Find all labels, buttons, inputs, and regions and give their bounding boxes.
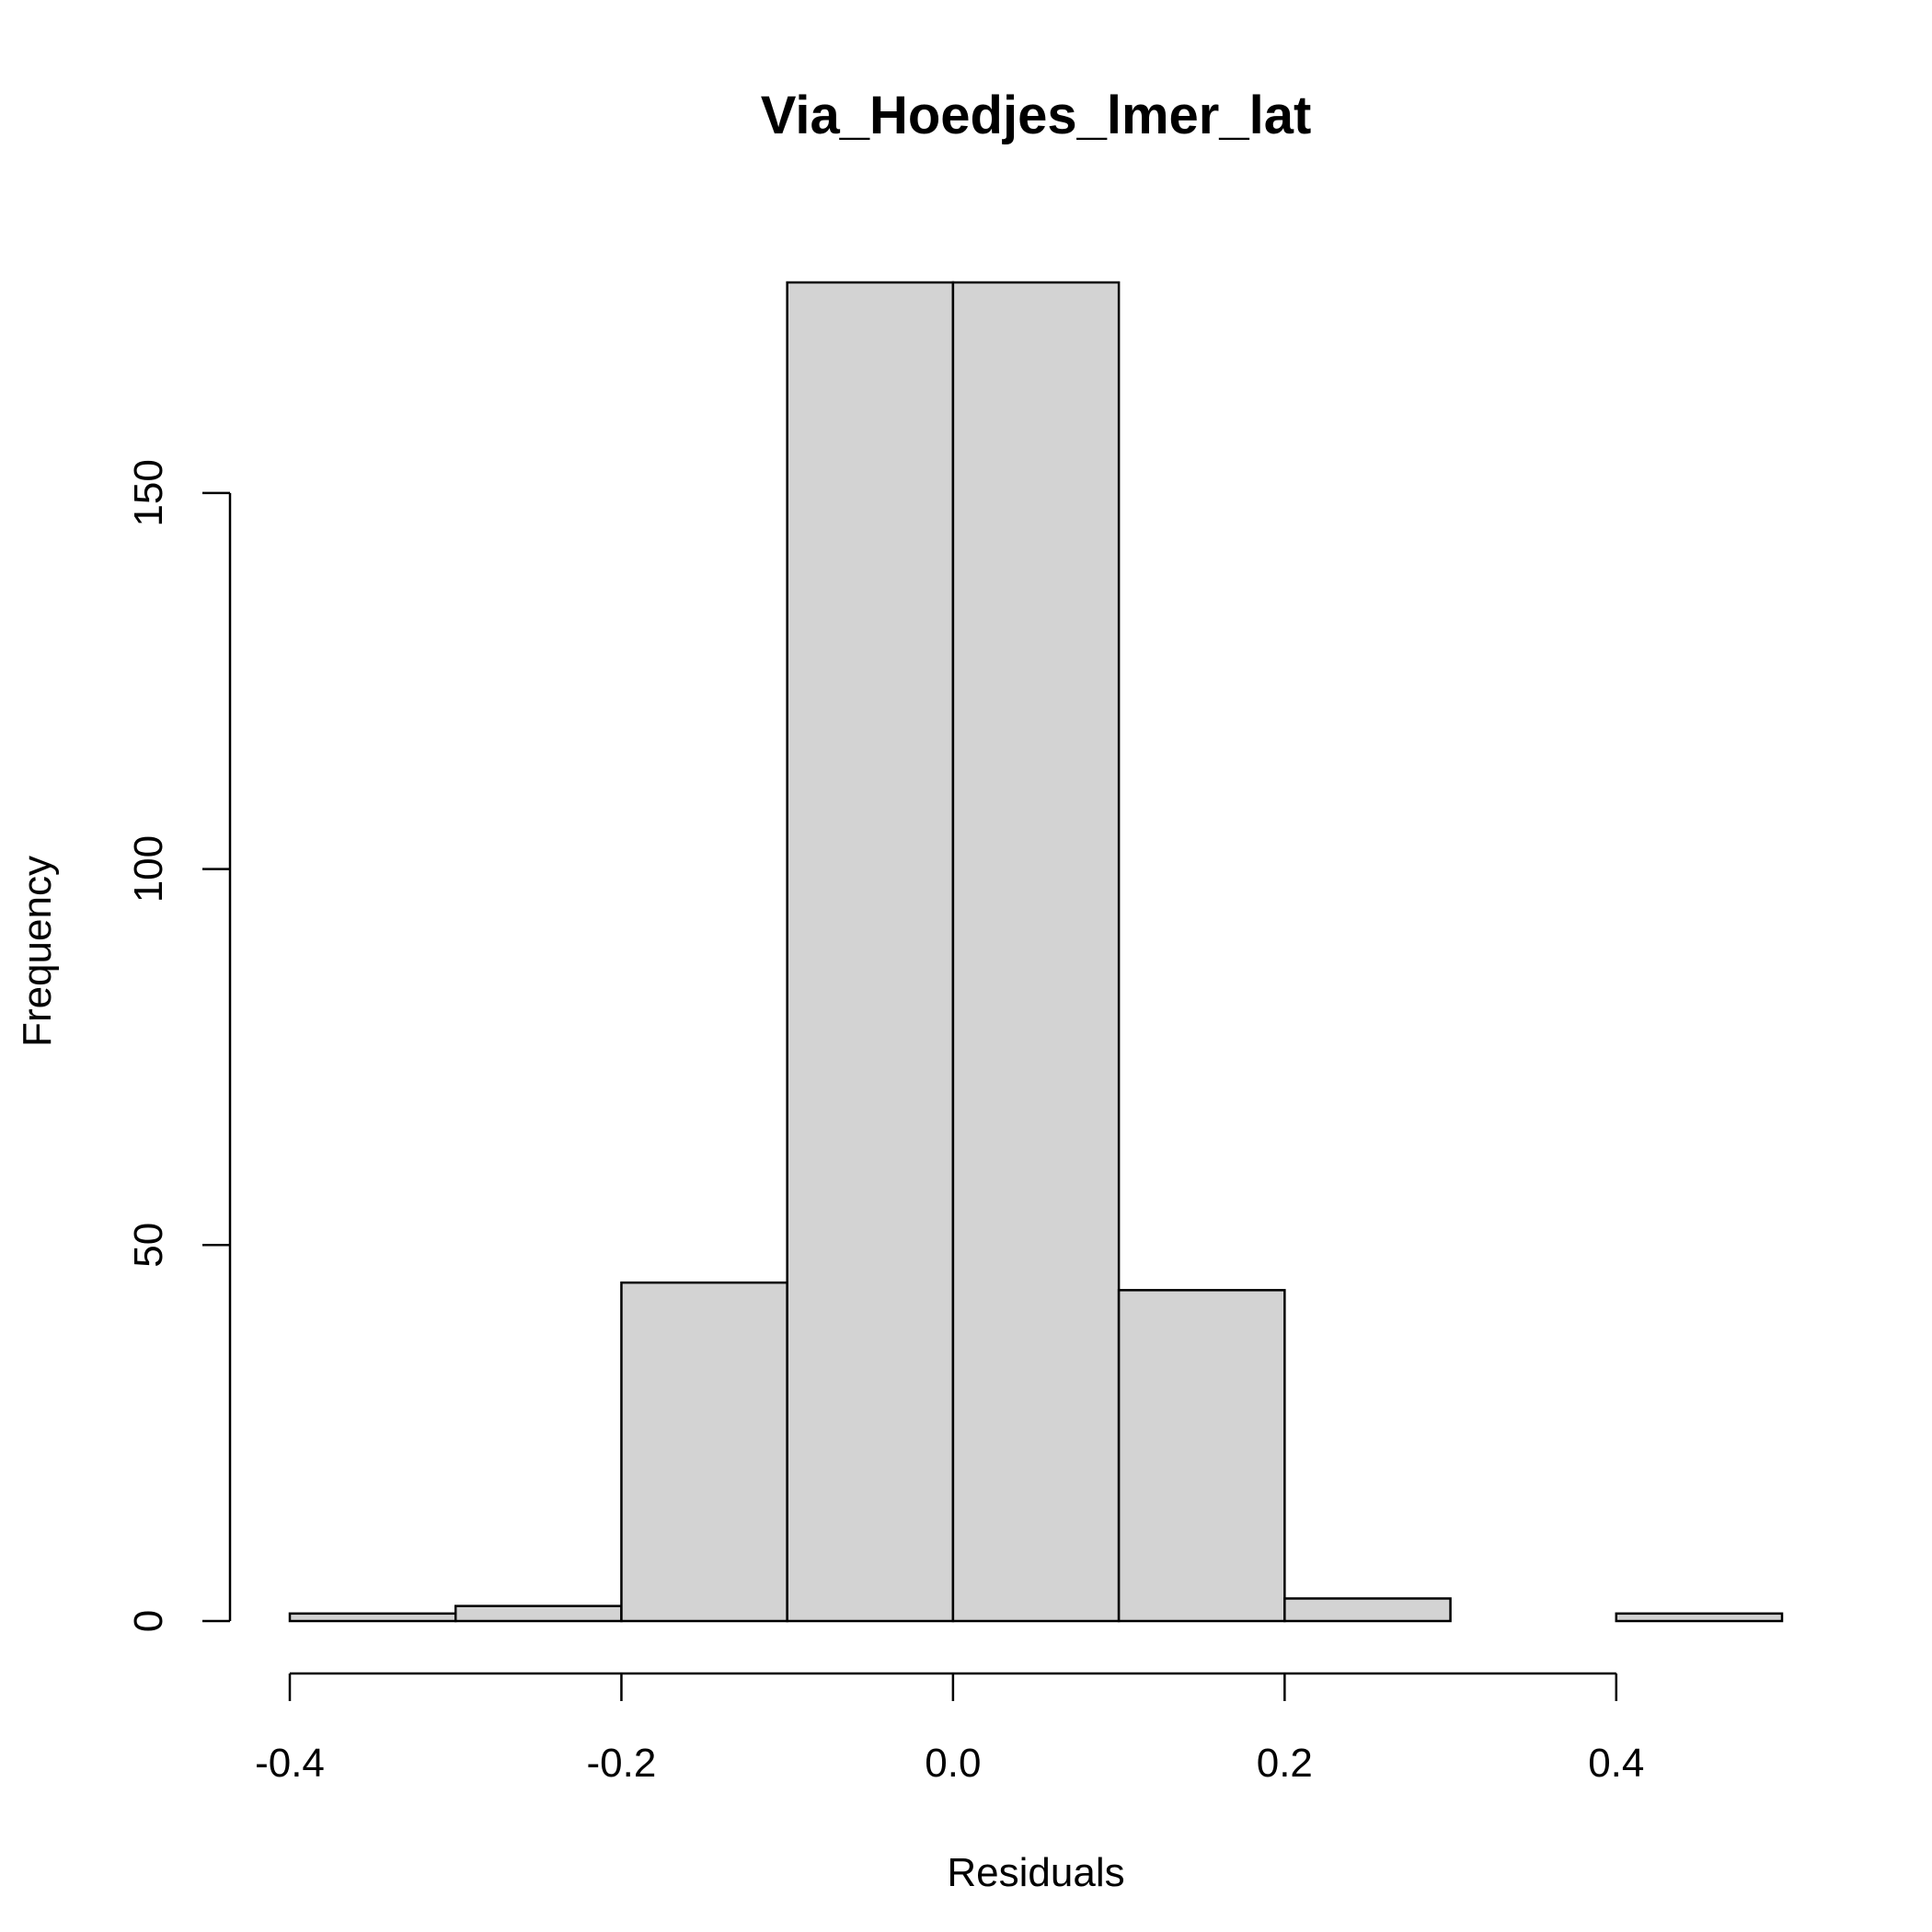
histogram-bar-3 <box>786 281 955 1623</box>
x-axis-label: Residuals <box>947 1850 1124 1895</box>
histogram-bar-8 <box>1615 1612 1784 1623</box>
x-tick-label: 0.0 <box>925 1741 981 1786</box>
histogram-bar-6 <box>1283 1597 1452 1623</box>
y-tick-label: 150 <box>126 459 171 526</box>
bars-group <box>288 281 1784 1623</box>
chart-title: Via_Hoedjes_lmer_lat <box>761 86 1312 145</box>
y-tick-label: 50 <box>126 1223 171 1268</box>
histogram-bar-2 <box>620 1281 788 1623</box>
y-tick-label: 100 <box>126 835 171 903</box>
x-tick-label: 0.2 <box>1257 1741 1313 1786</box>
histogram-bar-5 <box>1117 1289 1286 1623</box>
histogram-bar-1 <box>454 1604 623 1623</box>
x-axis: -0.4 -0.2 0.0 0.2 0.4 <box>255 1672 1644 1786</box>
histogram-bar-4 <box>951 281 1121 1623</box>
y-axis: 0 50 100 150 <box>126 459 232 1632</box>
y-tick-label: 0 <box>126 1610 171 1632</box>
y-axis-label: Frequency <box>15 856 60 1047</box>
x-tick-label: 0.4 <box>1588 1741 1644 1786</box>
x-tick-label: -0.2 <box>587 1741 657 1786</box>
x-tick-label: -0.4 <box>255 1741 325 1786</box>
histogram-bar-0 <box>288 1612 457 1623</box>
